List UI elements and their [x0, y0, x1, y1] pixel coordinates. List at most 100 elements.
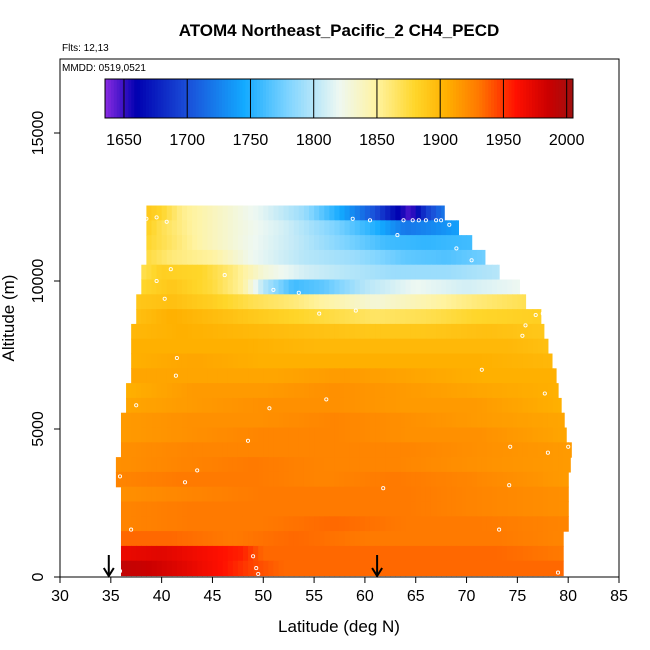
heatmap-cell-24 [558, 560, 564, 577]
heatmap-cell-9 [344, 338, 351, 355]
heatmap-cell-20 [217, 501, 224, 517]
heatmap-cell-3 [309, 249, 315, 266]
colorbar-segment [107, 79, 112, 118]
heatmap-cell-23 [400, 545, 407, 562]
heatmap-cell-0 [375, 205, 381, 221]
heatmap-cell-19 [380, 486, 386, 503]
heatmap-cell-10 [395, 353, 402, 369]
colorbar-segment [467, 79, 472, 118]
heatmap-cell-17 [263, 457, 269, 473]
heatmap-cell-10 [283, 353, 290, 369]
heatmap-cell-0 [349, 205, 356, 221]
heatmap-cell-4 [237, 264, 244, 281]
heatmap-cell-5 [405, 279, 412, 295]
heatmap-cell-19 [400, 486, 407, 503]
heatmap-cell-4 [359, 264, 366, 281]
heatmap-cell-17 [405, 457, 412, 473]
heatmap-cell-12 [309, 383, 315, 399]
heatmap-cell-16 [563, 442, 569, 458]
heatmap-cell-24 [156, 560, 163, 577]
colorbar-segment [222, 79, 226, 118]
heatmap-cell-7 [227, 309, 234, 325]
heatmap-cell-21 [441, 516, 447, 532]
heatmap-cell-12 [456, 383, 463, 399]
heatmap-cell-6 [314, 294, 320, 310]
heatmap-cell-16 [232, 442, 239, 458]
heatmap-cell-22 [364, 531, 371, 547]
heatmap-cell-14 [197, 412, 203, 429]
heatmap-cell-16 [263, 442, 269, 458]
heatmap-cell-20 [436, 501, 442, 517]
heatmap-cell-17 [425, 457, 432, 473]
heatmap-cell-23 [156, 545, 163, 562]
heatmap-cell-17 [517, 457, 524, 473]
heatmap-cell-15 [415, 427, 422, 443]
heatmap-cell-5 [319, 279, 325, 295]
heatmap-cell-8 [187, 323, 193, 340]
heatmap-cell-21 [166, 516, 173, 532]
colorbar-segment [426, 79, 431, 118]
heatmap-cell-0 [298, 205, 305, 221]
heatmap-cell-14 [441, 412, 447, 429]
heatmap-cell-23 [202, 545, 208, 562]
colorbar-segment [251, 79, 255, 118]
heatmap-cell-8 [232, 323, 239, 340]
heatmap-cell-13 [425, 397, 432, 414]
heatmap-cell-12 [486, 383, 493, 399]
heatmap-cell-23 [319, 545, 325, 562]
heatmap-cell-5 [466, 279, 473, 295]
heatmap-cell-19 [334, 486, 341, 503]
heatmap-cell-14 [253, 412, 259, 429]
heatmap-cell-9 [527, 338, 534, 355]
heatmap-cell-14 [349, 412, 356, 429]
heatmap-cell-22 [319, 531, 325, 547]
heatmap-cell-3 [202, 249, 208, 266]
heatmap-cell-4 [339, 264, 346, 281]
heatmap-cell-22 [451, 531, 457, 547]
heatmap-cell-23 [532, 545, 539, 562]
heatmap-cell-11 [303, 368, 310, 384]
heatmap-cell-20 [430, 501, 437, 517]
colorbar-segment [377, 79, 381, 118]
heatmap-cell-15 [324, 427, 330, 443]
heatmap-cell-9 [237, 338, 244, 355]
colorbar-segment [236, 79, 241, 118]
heatmap-cell-14 [222, 412, 229, 429]
heatmap-cell-15 [486, 427, 493, 443]
heatmap-cell-18 [461, 471, 468, 488]
heatmap-cell-15 [563, 427, 567, 443]
heatmap-cell-21 [446, 516, 452, 532]
heatmap-cell-23 [303, 545, 310, 562]
heatmap-cell-3 [176, 249, 183, 266]
heatmap-cell-2 [319, 235, 325, 251]
heatmap-cell-13 [126, 397, 132, 414]
sample-point [195, 468, 200, 473]
heatmap-cell-19 [222, 486, 229, 503]
colorbar-segment [119, 79, 124, 118]
heatmap-cell-2 [344, 235, 351, 251]
heatmap-cell-7 [217, 309, 224, 325]
heatmap-cell-24 [217, 560, 224, 577]
heatmap-cell-11 [385, 368, 391, 384]
colorbar-tick-label: 1800 [296, 132, 332, 149]
heatmap-cell-4 [390, 264, 396, 281]
heatmap-cell-11 [405, 368, 412, 384]
heatmap-cell-2 [400, 235, 407, 251]
heatmap-cell-18 [390, 471, 396, 488]
heatmap-cell-2 [192, 235, 198, 251]
heatmap-cell-0 [364, 205, 371, 221]
heatmap-cell-21 [547, 516, 554, 532]
heatmap-cell-14 [187, 412, 193, 429]
heatmap-cell-2 [395, 235, 402, 251]
heatmap-cell-15 [507, 427, 513, 443]
heatmap-cell-22 [293, 531, 300, 547]
heatmap-cell-5 [288, 279, 295, 295]
heatmap-cell-21 [151, 516, 158, 532]
heatmap-cell-12 [385, 383, 391, 399]
heatmap-cell-23 [146, 545, 153, 562]
heatmap-cell-2 [466, 235, 473, 251]
heatmap-cell-3 [278, 249, 285, 266]
heatmap-cell-8 [197, 323, 203, 340]
heatmap-cell-10 [136, 353, 142, 369]
